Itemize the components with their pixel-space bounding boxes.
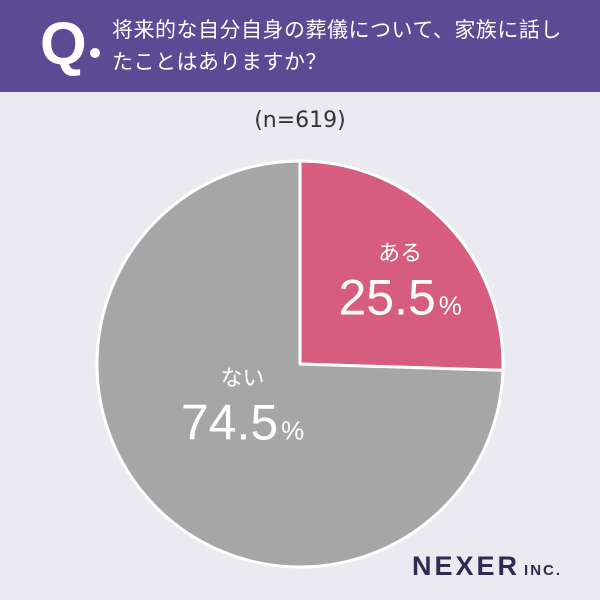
q-dot — [90, 48, 100, 58]
slice-label-no: ない — [221, 367, 265, 392]
q-mark: Q — [40, 10, 87, 77]
slice-label-yes: ある — [378, 241, 422, 266]
brand-suffix: INC. — [524, 562, 563, 579]
sample-size-label: (n=619) — [254, 108, 346, 133]
pie-slice-no — [95, 159, 505, 569]
pie-slice-yes — [298, 159, 505, 372]
brand-logo: NEXER INC. — [412, 551, 562, 582]
question-header: Q 将来的な自分自身の葬儀について、家族に話したことはありますか？ — [0, 0, 600, 92]
slice-value-no: 74.5% — [181, 395, 304, 451]
question-text: 将来的な自分自身の葬儀について、家族に話したことはありますか？ — [112, 18, 562, 74]
slice-value-yes: 25.5% — [338, 269, 461, 325]
brand-name: NEXER — [412, 551, 521, 581]
